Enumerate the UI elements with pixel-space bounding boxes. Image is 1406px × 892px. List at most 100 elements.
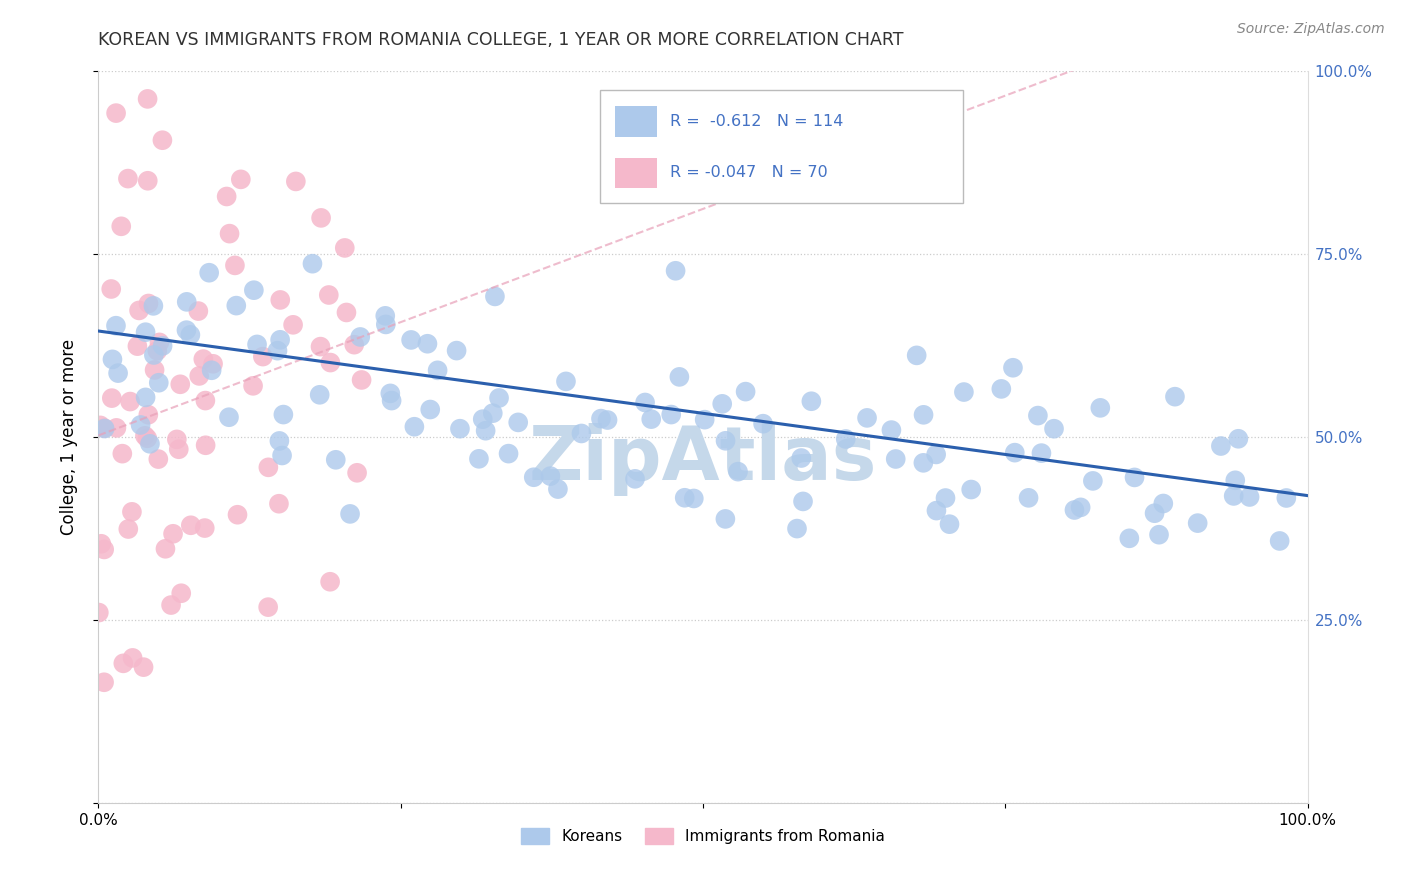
- Point: [194, 393, 217, 408]
- Point: [136, 92, 159, 106]
- Point: [1090, 401, 1112, 415]
- Legend: Koreans, Immigrants from Romania: Koreans, Immigrants from Romania: [515, 822, 891, 850]
- Point: [665, 264, 688, 278]
- Point: [152, 339, 174, 353]
- Point: [121, 505, 143, 519]
- Point: [668, 370, 690, 384]
- Point: [110, 219, 132, 234]
- Point: [138, 296, 160, 310]
- Point: [1187, 516, 1209, 530]
- Point: [339, 507, 361, 521]
- Point: [481, 406, 503, 420]
- Point: [880, 423, 903, 437]
- Point: [488, 391, 510, 405]
- Point: [1222, 489, 1244, 503]
- Point: [1147, 527, 1170, 541]
- Point: [474, 424, 496, 438]
- Point: [273, 408, 295, 422]
- Point: [252, 350, 274, 364]
- Point: [786, 522, 808, 536]
- Point: [416, 336, 439, 351]
- Point: [335, 305, 357, 319]
- Point: [193, 352, 215, 367]
- Point: [471, 412, 494, 426]
- Point: [162, 526, 184, 541]
- Point: [1004, 445, 1026, 459]
- Point: [1063, 503, 1085, 517]
- Point: [243, 283, 266, 297]
- Point: [1001, 360, 1024, 375]
- Point: [146, 343, 169, 358]
- Point: [93, 421, 115, 435]
- Point: [484, 289, 506, 303]
- Point: [121, 651, 143, 665]
- Point: [176, 323, 198, 337]
- Point: [89, 418, 111, 433]
- Point: [634, 395, 657, 409]
- Point: [319, 574, 342, 589]
- Point: [596, 413, 619, 427]
- Point: [404, 419, 426, 434]
- Point: [100, 282, 122, 296]
- Point: [201, 363, 224, 377]
- Point: [187, 304, 209, 318]
- Point: [127, 339, 149, 353]
- Point: [269, 333, 291, 347]
- Point: [1043, 422, 1066, 436]
- Point: [148, 452, 170, 467]
- Point: [225, 299, 247, 313]
- Point: [711, 397, 734, 411]
- Point: [152, 133, 174, 147]
- Point: [284, 174, 307, 188]
- FancyBboxPatch shape: [600, 90, 963, 203]
- Point: [792, 494, 814, 508]
- Point: [101, 391, 124, 405]
- Point: [990, 382, 1012, 396]
- Point: [1209, 439, 1232, 453]
- Point: [105, 106, 128, 120]
- Point: [242, 379, 264, 393]
- FancyBboxPatch shape: [614, 106, 657, 137]
- Point: [547, 482, 569, 496]
- Point: [155, 541, 177, 556]
- Point: [349, 330, 371, 344]
- Point: [1118, 531, 1140, 545]
- Point: [856, 410, 879, 425]
- Text: R =  -0.612   N = 114: R = -0.612 N = 114: [671, 113, 844, 128]
- Point: [271, 449, 294, 463]
- Point: [202, 357, 225, 371]
- Point: [93, 675, 115, 690]
- Point: [555, 375, 578, 389]
- Point: [166, 433, 188, 447]
- Point: [752, 417, 775, 431]
- Point: [104, 318, 127, 333]
- Text: Source: ZipAtlas.com: Source: ZipAtlas.com: [1237, 22, 1385, 37]
- Point: [309, 340, 332, 354]
- Point: [912, 456, 935, 470]
- Point: [523, 470, 546, 484]
- Point: [659, 408, 682, 422]
- Point: [176, 294, 198, 309]
- Point: [682, 491, 704, 506]
- Point: [1225, 473, 1247, 487]
- Point: [673, 491, 696, 505]
- Point: [1143, 506, 1166, 520]
- Point: [1123, 470, 1146, 484]
- Point: [905, 348, 928, 362]
- Point: [350, 373, 373, 387]
- Point: [343, 337, 366, 351]
- Point: [226, 508, 249, 522]
- Point: [134, 429, 156, 443]
- Point: [934, 491, 956, 505]
- Point: [734, 384, 756, 399]
- Point: [714, 512, 737, 526]
- Point: [120, 394, 142, 409]
- Point: [229, 172, 252, 186]
- Point: [269, 434, 291, 448]
- Point: [309, 211, 332, 225]
- Point: [508, 416, 530, 430]
- Point: [1227, 432, 1250, 446]
- Text: R = -0.047   N = 70: R = -0.047 N = 70: [671, 165, 828, 180]
- Point: [446, 343, 468, 358]
- Point: [188, 368, 211, 383]
